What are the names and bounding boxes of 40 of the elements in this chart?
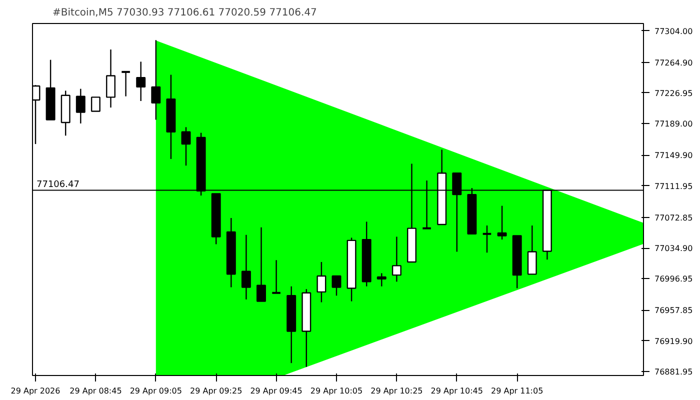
candlestick <box>332 275 342 296</box>
candlestick <box>497 205 507 240</box>
x-tick-label: 29 Apr 09:25 <box>190 386 242 396</box>
candlestick <box>151 40 161 120</box>
candlestick <box>376 272 386 287</box>
y-tick-label: 76881.95 <box>654 368 693 377</box>
candlestick <box>256 226 266 302</box>
y-tick-label: 76957.85 <box>654 306 693 316</box>
y-tick-label: 77226.95 <box>654 88 693 98</box>
x-tick-label: 29 Apr 10:45 <box>430 386 483 396</box>
candlestick <box>76 88 86 124</box>
candlestick <box>271 260 282 294</box>
candlestick <box>316 261 326 303</box>
y-tick-label: 77264.90 <box>654 58 693 68</box>
y-tick-label: 76919.90 <box>654 336 693 346</box>
candlestick <box>106 48 116 108</box>
candlestick <box>482 224 492 254</box>
y-tick-label: 77304.00 <box>654 26 693 36</box>
y-tick-label: 76996.95 <box>654 274 693 284</box>
candlestick <box>90 96 100 112</box>
candlestick <box>181 126 191 166</box>
y-tick-label: 77189.00 <box>654 120 693 129</box>
candlestick <box>527 224 537 275</box>
y-tick-label: 77149.90 <box>654 151 693 160</box>
x-tick-label: 29 Apr 09:45 <box>250 386 302 396</box>
candlestick <box>120 70 131 97</box>
x-tick-label: 29 Apr 11:05 <box>491 386 544 396</box>
x-tick-label: 29 Apr 10:25 <box>370 386 423 396</box>
y-tick-label: 77072.85 <box>654 213 693 222</box>
y-tick-label: 77034.90 <box>654 244 693 254</box>
ref-line-label: 77106.47 <box>36 180 80 190</box>
x-tick-label: 29 Apr 10:05 <box>310 386 363 396</box>
candlestick <box>392 236 402 282</box>
x-tick-label: 29 Apr 2026 <box>10 386 60 396</box>
x-tick-label: 29 Apr 09:05 <box>130 386 182 396</box>
x-tick-label: 29 Apr 08:45 <box>70 386 122 396</box>
candlestick <box>241 234 251 300</box>
chart-title: #Bitcoin,M5 77030.93 77106.61 77020.59 77106.47 <box>52 8 317 18</box>
y-tick-label: 77111.95 <box>654 182 693 191</box>
candlestick <box>136 61 146 102</box>
